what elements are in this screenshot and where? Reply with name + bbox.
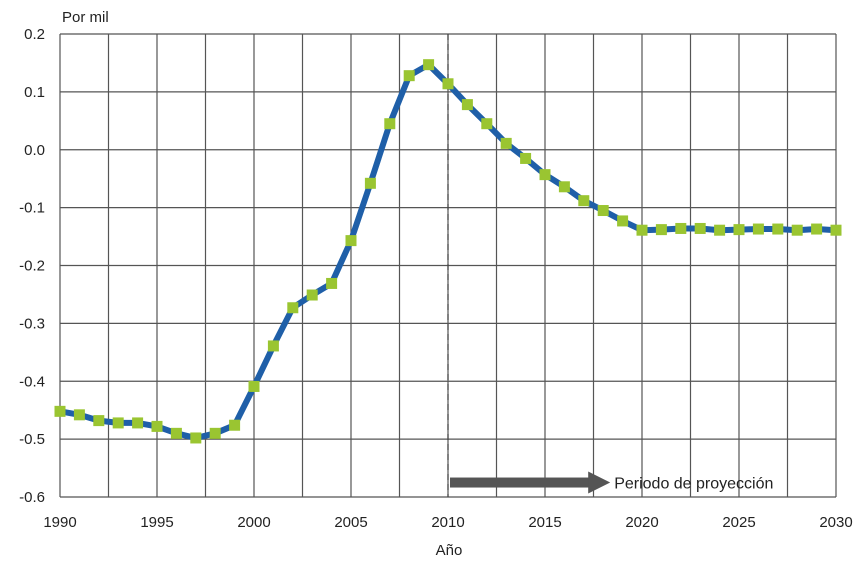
y-tick-label: -0.2 [19, 258, 45, 275]
y-tick-label: -0.1 [19, 200, 45, 217]
data-point-2019 [617, 215, 629, 227]
data-point-2004 [326, 277, 338, 289]
projection-label: Periodo de proyección [614, 476, 773, 493]
x-tick-label: 2005 [334, 514, 367, 531]
x-axis-label: Año [436, 542, 463, 559]
data-point-1994 [132, 417, 144, 429]
y-tick-label: -0.5 [19, 431, 45, 448]
data-point-2003 [306, 289, 318, 301]
projection-arrow [450, 471, 611, 494]
data-point-1998 [209, 427, 221, 439]
y-tick-label: -0.4 [19, 373, 45, 390]
data-point-2020 [636, 224, 648, 236]
data-point-2025 [733, 224, 745, 236]
data-point-2030 [830, 224, 842, 236]
data-point-2001 [267, 340, 279, 352]
arrow-shaft [450, 477, 591, 488]
data-point-2024 [714, 224, 726, 236]
data-point-1996 [170, 427, 182, 439]
y-axis: 0.2 0.1 0.0 -0.1 -0.2 -0.3 -0.4 -0.5 -0.6 [19, 26, 45, 506]
data-point-1999 [229, 419, 241, 431]
data-points [54, 59, 842, 444]
data-point-2029 [811, 223, 823, 235]
data-point-1992 [93, 415, 105, 427]
data-point-2017 [578, 195, 590, 207]
data-point-2027 [772, 223, 784, 235]
x-tick-label: 1995 [140, 514, 173, 531]
x-tick-label: 2020 [625, 514, 658, 531]
y-tick-label: 0.0 [24, 142, 45, 159]
x-axis: 1990 1995 2000 2005 2010 2015 2020 2025 2030 [43, 514, 852, 531]
y-tick-label: 0.1 [24, 84, 45, 101]
data-point-1990 [54, 405, 66, 417]
x-tick-label: 2000 [237, 514, 270, 531]
data-point-2023 [694, 222, 706, 234]
data-point-2028 [791, 224, 803, 236]
data-point-2011 [461, 99, 473, 111]
data-point-2006 [364, 177, 376, 189]
data-point-1993 [112, 417, 124, 429]
data-point-2002 [287, 302, 299, 314]
y-tick-label: -0.3 [19, 315, 45, 332]
x-tick-label: 2030 [819, 514, 852, 531]
data-point-2016 [558, 181, 570, 193]
data-point-2021 [655, 224, 667, 236]
data-point-2013 [500, 137, 512, 149]
y-tick-label: -0.6 [19, 489, 45, 506]
x-tick-label: 1990 [43, 514, 76, 531]
data-point-2022 [675, 222, 687, 234]
data-point-2000 [248, 380, 260, 392]
x-tick-label: 2010 [431, 514, 464, 531]
data-point-1991 [73, 409, 85, 421]
data-point-2012 [481, 118, 493, 130]
data-point-2014 [520, 152, 532, 164]
data-point-2005 [345, 235, 357, 247]
arrow-head [588, 471, 611, 494]
data-point-2009 [423, 59, 435, 71]
data-point-2008 [403, 70, 415, 82]
data-point-2018 [597, 205, 609, 217]
data-point-2007 [384, 118, 396, 130]
x-tick-label: 2015 [528, 514, 561, 531]
data-point-1997 [190, 432, 202, 444]
data-point-2026 [752, 223, 764, 235]
data-point-1995 [151, 420, 163, 432]
x-tick-label: 2025 [722, 514, 755, 531]
y-tick-label: 0.2 [24, 26, 45, 43]
data-point-2010 [442, 78, 454, 90]
data-point-2015 [539, 169, 551, 181]
y-axis-label: Por mil [62, 9, 109, 26]
